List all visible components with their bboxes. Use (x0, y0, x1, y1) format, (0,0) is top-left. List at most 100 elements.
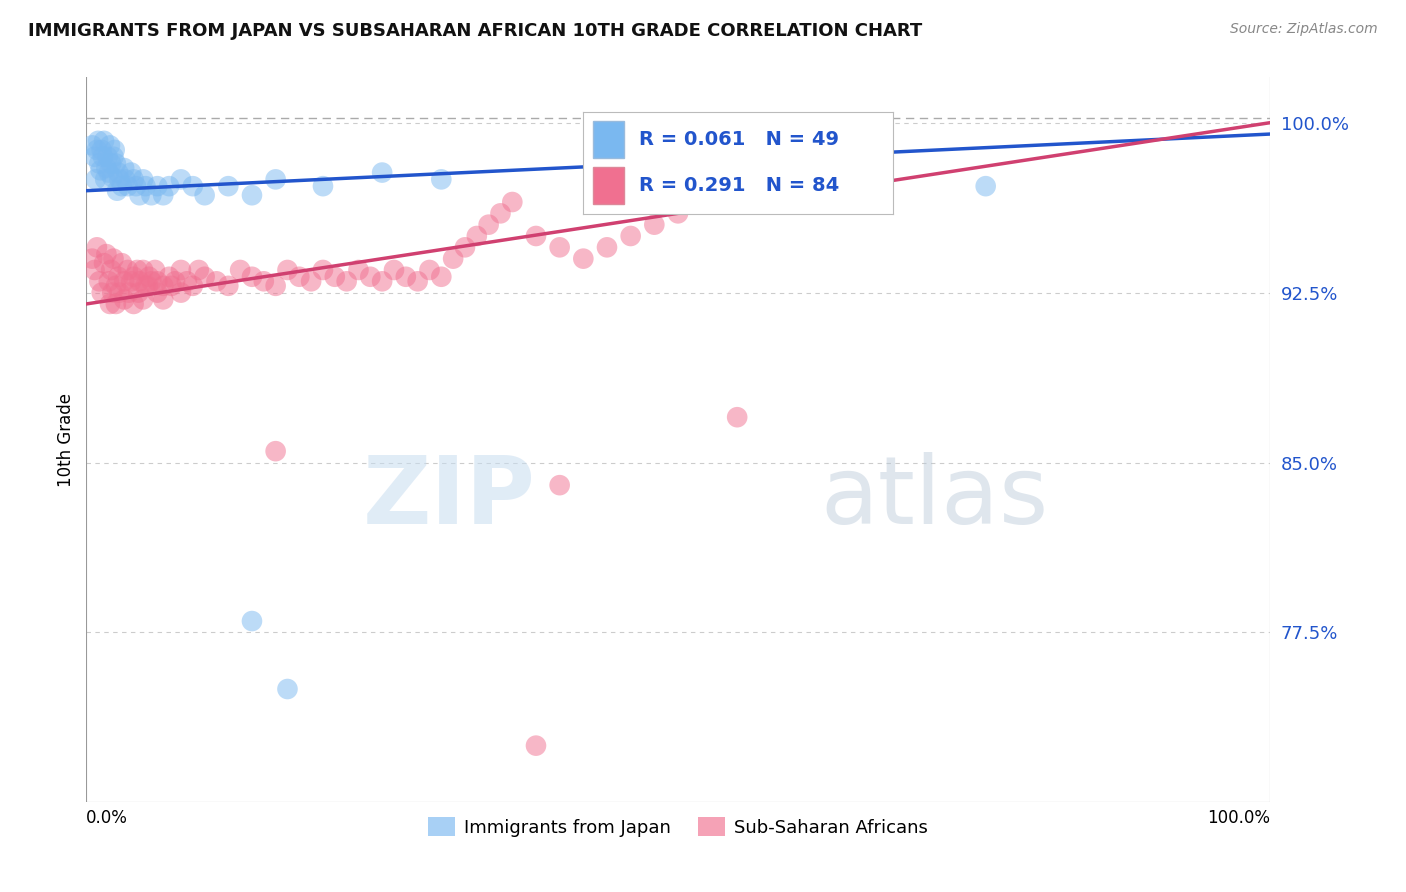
Text: 100.0%: 100.0% (1206, 809, 1270, 827)
Point (229, 263, 252, 277)
Point (96, 247, 118, 261)
Point (276, 263, 298, 277)
Point (141, 188, 163, 202)
Point (128, 188, 150, 202)
FancyBboxPatch shape (593, 167, 624, 204)
Point (105, 184, 128, 198)
Point (108, 285, 131, 300)
Point (524, 739, 547, 753)
Point (152, 278, 174, 293)
Point (312, 179, 335, 194)
Point (217, 278, 239, 293)
Point (430, 269, 453, 284)
Point (288, 269, 311, 284)
Point (489, 206, 512, 220)
Point (143, 263, 166, 277)
Text: 0.0%: 0.0% (86, 809, 128, 827)
Point (125, 179, 148, 194)
Point (312, 263, 335, 277)
Point (264, 172, 287, 186)
Point (643, 218, 665, 232)
Point (89, 163, 111, 178)
Point (120, 165, 142, 179)
Point (160, 278, 183, 293)
Point (146, 274, 169, 288)
Text: ZIP: ZIP (363, 452, 536, 544)
Point (108, 172, 131, 186)
Text: atlas: atlas (820, 452, 1049, 544)
Point (84, 172, 107, 186)
Point (97, 150, 120, 164)
Point (98, 297, 121, 311)
Point (111, 256, 134, 270)
Point (82, 138, 104, 153)
Point (83, 263, 105, 277)
Point (112, 161, 135, 175)
Point (117, 263, 139, 277)
Point (430, 172, 453, 186)
Point (974, 179, 997, 194)
Point (122, 269, 145, 284)
Point (146, 285, 169, 300)
Point (264, 278, 287, 293)
Point (122, 172, 145, 186)
Text: R = 0.061   N = 49: R = 0.061 N = 49 (640, 129, 839, 149)
Point (240, 269, 263, 284)
Point (100, 263, 122, 277)
Point (146, 179, 169, 194)
Point (276, 681, 298, 696)
Point (347, 263, 370, 277)
Point (194, 269, 217, 284)
Point (454, 240, 477, 254)
Point (89, 156, 111, 170)
Point (165, 274, 187, 288)
Point (217, 179, 239, 194)
Point (104, 278, 127, 293)
Point (253, 274, 276, 288)
Point (548, 478, 571, 492)
Point (91, 150, 114, 164)
Point (103, 252, 125, 266)
Point (107, 165, 129, 179)
Point (127, 285, 149, 300)
Point (240, 188, 263, 202)
Point (176, 274, 198, 288)
Point (299, 274, 322, 288)
Point (382, 263, 405, 277)
Point (152, 293, 174, 307)
Point (118, 285, 141, 300)
Point (371, 274, 394, 288)
Point (86, 240, 108, 254)
Point (97, 165, 120, 179)
Point (90, 285, 112, 300)
Point (87, 134, 110, 148)
Point (132, 263, 155, 277)
Point (205, 274, 228, 288)
Point (94, 172, 117, 186)
Point (132, 293, 155, 307)
Point (620, 229, 643, 244)
Text: Source: ZipAtlas.com: Source: ZipAtlas.com (1230, 22, 1378, 37)
Point (112, 274, 135, 288)
Point (90, 143, 112, 157)
Point (240, 614, 263, 628)
Point (181, 278, 204, 293)
Point (371, 165, 394, 179)
Point (170, 172, 193, 186)
Point (406, 274, 429, 288)
Point (89, 274, 111, 288)
Point (170, 285, 193, 300)
Point (122, 297, 145, 311)
Y-axis label: 10th Grade: 10th Grade (58, 392, 75, 487)
Point (181, 179, 204, 194)
FancyBboxPatch shape (593, 120, 624, 158)
Point (359, 269, 381, 284)
Point (134, 179, 156, 194)
Point (134, 278, 156, 293)
Point (725, 410, 748, 425)
Point (136, 278, 159, 293)
Point (104, 156, 127, 170)
Point (666, 206, 689, 220)
Point (141, 274, 163, 288)
Text: R = 0.291   N = 84: R = 0.291 N = 84 (640, 176, 839, 194)
